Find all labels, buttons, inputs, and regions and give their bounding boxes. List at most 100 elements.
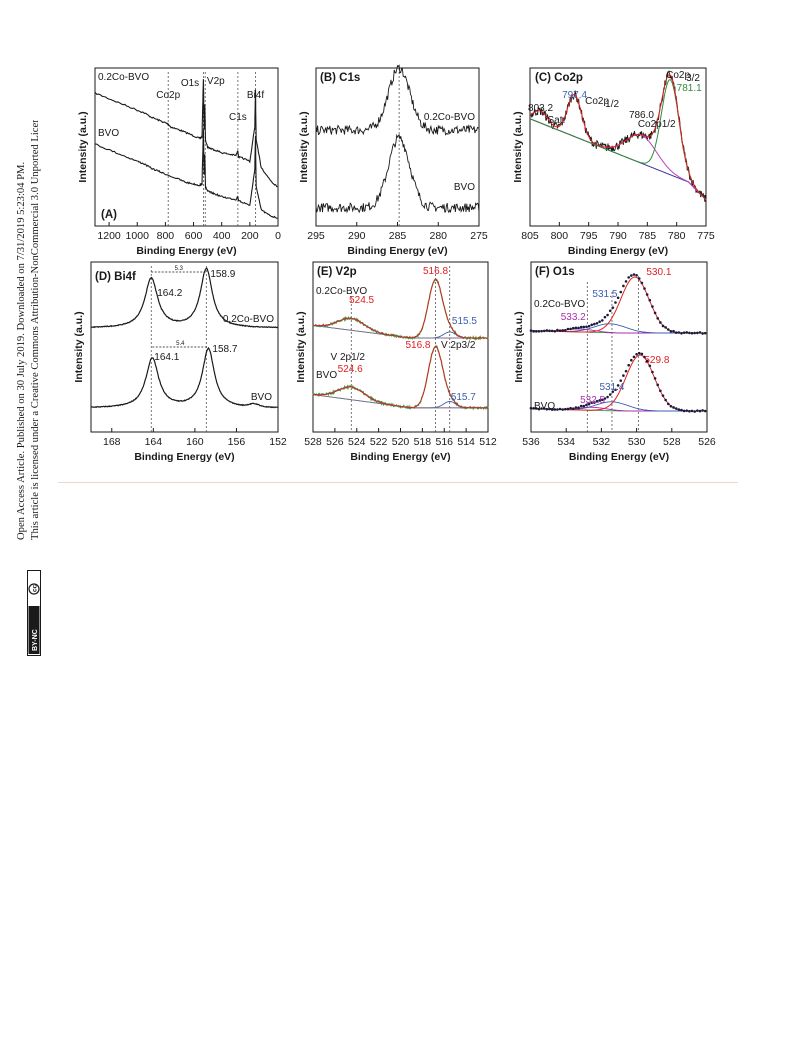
peak-label: Sat. xyxy=(548,115,566,126)
data-point xyxy=(582,404,586,408)
x-tick-label: 516 xyxy=(435,436,453,448)
data-point xyxy=(688,331,691,335)
x-tick-label: 200 xyxy=(241,230,259,242)
data-point xyxy=(556,408,559,411)
peak-label: Co2p1/2 xyxy=(638,119,676,130)
data-point xyxy=(661,324,665,328)
data-point xyxy=(664,398,667,402)
splitting-value: 5.3 xyxy=(175,266,184,272)
peak-subscript: 3/2 xyxy=(686,73,700,84)
peak-value-label: 531.5 xyxy=(592,289,617,300)
series-label: BVO xyxy=(534,401,555,412)
data-point xyxy=(540,329,543,333)
data-point xyxy=(635,273,638,277)
x-tick-label: 290 xyxy=(348,230,366,242)
peak-value-label: 532.5 xyxy=(580,395,605,406)
peak-value-label: 533.2 xyxy=(561,312,586,323)
data-point xyxy=(534,407,538,410)
data-point xyxy=(672,329,675,333)
x-tick-label: 795 xyxy=(580,230,598,242)
data-point xyxy=(574,326,578,330)
data-point xyxy=(532,406,535,410)
data-point xyxy=(579,325,583,329)
peak-value-label: 158.9 xyxy=(210,269,235,280)
y-axis-label: Intensity (a.u.) xyxy=(73,311,85,382)
data-point xyxy=(680,408,683,412)
x-axis-label: Binding Energy (eV) xyxy=(134,451,234,463)
chart-panel-1: 1200 1000 800 600 400 200 0 Binding Energy (eV)… xyxy=(77,67,281,257)
data-point xyxy=(701,332,704,335)
data-point xyxy=(595,399,599,403)
data-point xyxy=(614,301,617,304)
x-tick-label: 400 xyxy=(213,230,231,242)
peak-label: C1s xyxy=(229,112,247,123)
x-tick-label: 160 xyxy=(186,436,204,448)
data-point xyxy=(669,404,673,408)
x-tick-label: 600 xyxy=(185,230,203,242)
y-axis-label: Intensity (a.u.) xyxy=(298,111,310,182)
panel-title: (C) Co2p xyxy=(535,72,583,84)
data-point xyxy=(571,326,575,330)
x-tick-label: 285 xyxy=(389,230,407,242)
data-point xyxy=(545,329,549,332)
data-point xyxy=(666,402,670,406)
raw-data-points-bvo xyxy=(529,351,707,413)
peak-value-label: 516.8 xyxy=(405,340,430,351)
series-label: BVO xyxy=(251,392,272,403)
x-tick-label: 530 xyxy=(628,436,646,448)
x-tick-label: 152 xyxy=(269,436,287,448)
x-tick-label: 514 xyxy=(457,436,475,448)
x-tick-label: 156 xyxy=(228,436,246,448)
data-point xyxy=(685,331,689,334)
data-point xyxy=(606,313,609,317)
data-point xyxy=(690,331,694,335)
sidebar-line-1: Open Access Article. Published on 30 Jul… xyxy=(16,162,27,540)
data-point xyxy=(674,407,678,410)
y-axis-label: Intensity (a.u.) xyxy=(77,111,89,182)
peak-value-label: 781.1 xyxy=(677,83,702,94)
chart-panel-5: 528 526 524 522 520 518 516 514 512 Binding Energ… xyxy=(295,261,497,463)
x-tick-label: 528 xyxy=(663,436,681,448)
series-label: BVO xyxy=(98,128,119,139)
data-point xyxy=(593,322,596,326)
data-point xyxy=(534,330,538,333)
peak-value-label: 524.6 xyxy=(338,364,363,375)
data-point xyxy=(542,329,546,333)
data-point xyxy=(643,287,646,290)
data-point xyxy=(585,403,588,407)
data-point xyxy=(616,384,620,387)
x-tick-label: 790 xyxy=(609,230,627,242)
x-tick-label: 295 xyxy=(307,230,325,242)
panel-title: (D) Bi4f xyxy=(95,271,136,283)
x-tick-label: 520 xyxy=(392,436,410,448)
data-point xyxy=(606,395,609,399)
data-point xyxy=(550,329,554,333)
y-axis-label: Intensity (a.u.) xyxy=(295,311,307,382)
chart-panel-4: 168 164 160 156 152 Binding Energy (eV) Intens… xyxy=(73,261,287,463)
data-point xyxy=(590,401,594,405)
peak-value-label: 164.1 xyxy=(154,352,179,363)
data-point xyxy=(603,315,607,319)
fit-envelope-bvo xyxy=(313,346,488,409)
peak-label: Co2p xyxy=(156,90,180,101)
x-tick-label: 168 xyxy=(103,436,121,448)
data-point xyxy=(637,351,641,355)
peak-value-label: 524.5 xyxy=(349,295,374,306)
cc-license-badge[interactable]: cc BY-NC xyxy=(27,570,41,656)
fit-envelope-co-bvo xyxy=(312,279,488,339)
x-tick-label: 280 xyxy=(429,230,447,242)
peak-label: Co2p xyxy=(666,70,690,81)
x-axis-label: Binding Energy (eV) xyxy=(350,451,450,463)
data-point xyxy=(661,394,665,397)
sidebar-line-2: This article is licensed under a Creativ… xyxy=(30,120,41,540)
data-point xyxy=(624,280,628,283)
data-point xyxy=(603,397,607,400)
data-point xyxy=(698,331,702,334)
peak-label: Bi4f xyxy=(247,90,264,101)
data-point xyxy=(685,409,689,412)
data-point xyxy=(587,324,591,328)
data-point xyxy=(677,331,681,334)
data-point xyxy=(611,306,615,309)
data-point xyxy=(574,406,578,409)
data-point xyxy=(666,328,670,331)
